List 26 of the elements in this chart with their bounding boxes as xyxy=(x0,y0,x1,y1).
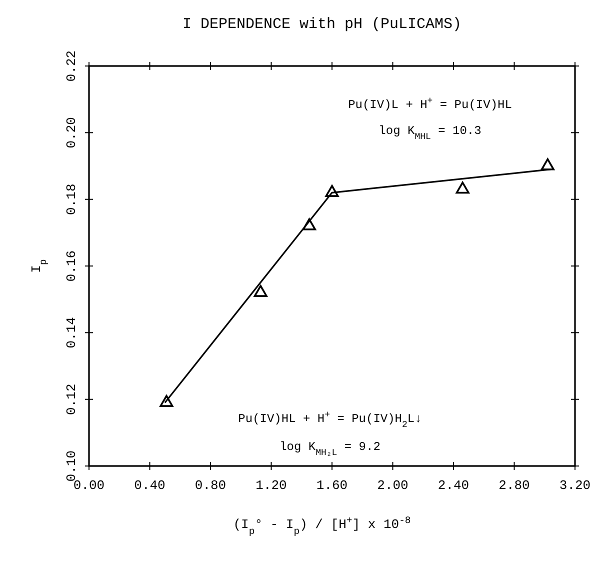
x-tick-label: 3.20 xyxy=(559,478,591,494)
annotation: Pu(IV)HL + H$^{+}$ = Pu(IV)H$_{2}$L↓ xyxy=(238,410,422,430)
annotation: log K$_{MHL}$ = 10.3 xyxy=(378,124,482,142)
point xyxy=(302,218,316,230)
point xyxy=(160,394,174,407)
y-tick-label: 0.18 xyxy=(64,184,79,215)
x-tick-label: 1.60 xyxy=(316,478,348,494)
x-axis-title: (I$_{p}$° - I$_{p}$) / [H$^{+}$] x 10$^{-8}$ xyxy=(233,514,411,536)
y-tick-label: 0.14 xyxy=(64,316,79,348)
point xyxy=(254,284,268,297)
x-tick-label: 0.80 xyxy=(194,478,226,494)
x-tick-label: 2.80 xyxy=(498,478,530,494)
y-tick-label: 0.16 xyxy=(64,250,79,282)
chart-title: I DEPENDENCE with pH (PuLICAMS) xyxy=(182,16,462,33)
annotation: log K$_{MH₂L}$ = 9.2 xyxy=(280,440,380,458)
x-tick-label: 2.00 xyxy=(377,478,408,494)
y-tick-label: 0.20 xyxy=(64,117,79,148)
y-tick-label: 0.12 xyxy=(64,384,79,415)
point xyxy=(540,158,554,170)
y-tick-label: 0.22 xyxy=(64,50,79,82)
point xyxy=(456,182,470,194)
point xyxy=(325,184,339,197)
annotation: Pu(IV)L + H$^{+}$ = Pu(IV)HL xyxy=(348,96,512,112)
x-tick-label: 0.40 xyxy=(134,478,166,494)
x-tick-label: 2.40 xyxy=(438,478,470,494)
x-tick-label: 1.20 xyxy=(256,478,287,494)
